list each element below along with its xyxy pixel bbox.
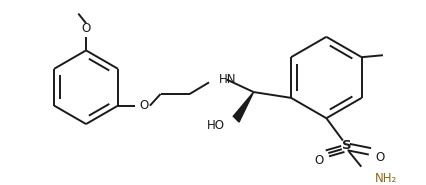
Text: O: O [81,22,91,35]
Text: S: S [342,139,351,152]
Text: O: O [139,99,149,112]
Polygon shape [233,92,253,122]
Text: NH₂: NH₂ [375,172,397,185]
Text: O: O [314,154,323,167]
Text: O: O [375,152,384,164]
Text: HO: HO [207,120,225,132]
Text: HN: HN [219,73,236,86]
